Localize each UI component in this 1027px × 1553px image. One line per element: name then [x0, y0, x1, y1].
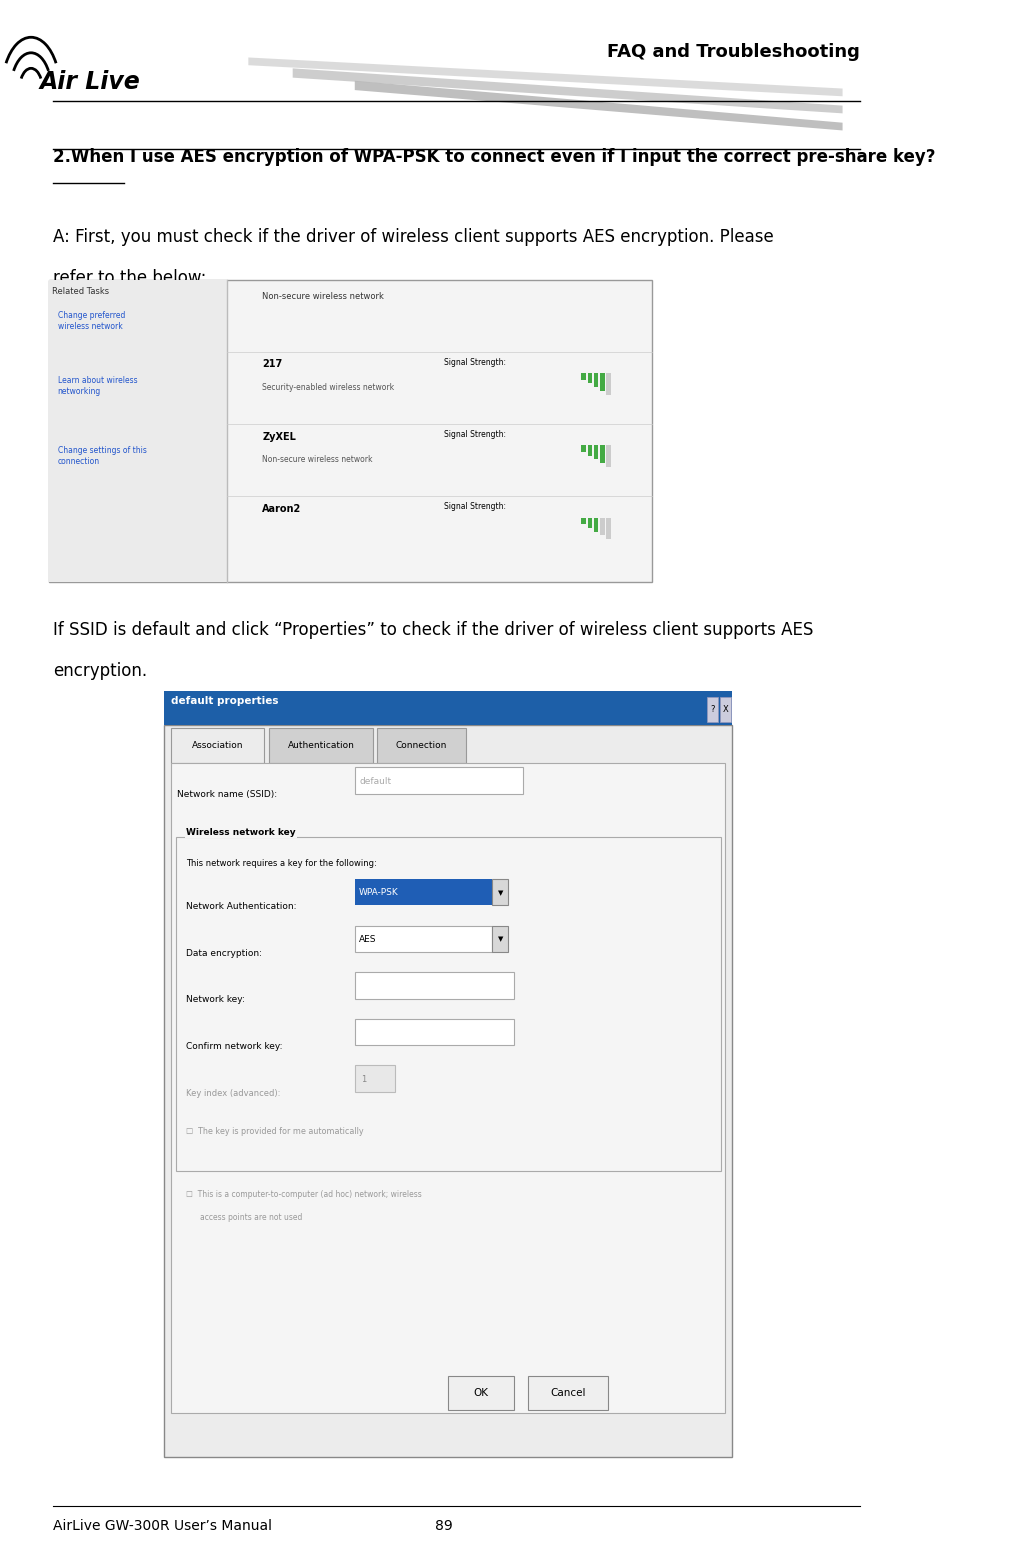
Text: Connection: Connection [395, 741, 447, 750]
Text: 89: 89 [434, 1519, 452, 1533]
Bar [600, 373, 605, 391]
Text: Wireless network key: Wireless network key [186, 828, 296, 837]
FancyBboxPatch shape [48, 280, 652, 582]
Text: refer to the below:: refer to the below: [53, 269, 206, 287]
Bar [606, 446, 611, 467]
Polygon shape [293, 68, 842, 113]
Text: Authentication: Authentication [288, 741, 354, 750]
Text: encryption.: encryption. [53, 662, 147, 680]
Polygon shape [354, 81, 842, 130]
Bar [176, 837, 721, 1171]
Bar [587, 446, 593, 455]
Bar [720, 697, 731, 722]
Bar [606, 373, 611, 394]
Text: FAQ and Troubleshooting: FAQ and Troubleshooting [607, 43, 861, 62]
Text: Network key:: Network key: [186, 995, 245, 1005]
Bar [172, 728, 264, 763]
Bar [587, 517, 593, 528]
Bar [528, 1376, 608, 1410]
Text: Cancel: Cancel [549, 1388, 585, 1398]
Text: ☐  This is a computer-to-computer (ad hoc) network; wireless: ☐ This is a computer-to-computer (ad hoc… [186, 1190, 422, 1199]
Text: Key index (advanced):: Key index (advanced): [186, 1089, 280, 1098]
Text: Change preferred
wireless network: Change preferred wireless network [58, 311, 125, 331]
Text: Confirm network key:: Confirm network key: [186, 1042, 282, 1051]
Text: 1: 1 [360, 1075, 367, 1084]
Bar [581, 517, 585, 523]
Bar [164, 691, 731, 725]
Text: Learn about wireless
networking: Learn about wireless networking [58, 376, 138, 396]
Text: Network name (SSID):: Network name (SSID): [178, 790, 277, 800]
Text: Related Tasks: Related Tasks [52, 287, 110, 297]
Bar [492, 926, 508, 952]
Text: If SSID is default and click “Properties” to check if the driver of wireless cli: If SSID is default and click “Properties… [53, 621, 813, 640]
Text: 2.When I use AES encryption of WPA-PSK to connect even if I input the correct pr: 2.When I use AES encryption of WPA-PSK t… [53, 148, 942, 166]
Text: ▼: ▼ [497, 890, 503, 896]
Text: Aaron2: Aaron2 [262, 503, 301, 514]
Text: ▼: ▼ [497, 936, 503, 943]
Text: Air Live: Air Live [40, 70, 141, 93]
Polygon shape [249, 57, 842, 96]
FancyBboxPatch shape [48, 280, 227, 582]
Text: X: X [723, 705, 728, 714]
Text: Non-secure wireless network: Non-secure wireless network [262, 292, 384, 301]
Text: OK: OK [473, 1388, 489, 1398]
Bar [377, 728, 465, 763]
Text: This network requires a key for the following:: This network requires a key for the foll… [186, 859, 377, 868]
Text: Signal Strength:: Signal Strength: [444, 357, 506, 367]
Bar [354, 1065, 394, 1092]
Text: Signal Strength:: Signal Strength: [444, 430, 506, 439]
Bar [354, 1019, 515, 1045]
Bar [594, 373, 599, 387]
Text: A: First, you must check if the driver of wireless client supports AES encryptio: A: First, you must check if the driver o… [53, 228, 774, 247]
Bar [606, 517, 611, 539]
Text: default properties: default properties [172, 696, 278, 705]
Bar [587, 373, 593, 384]
Text: Change settings of this
connection: Change settings of this connection [58, 446, 147, 466]
Text: AirLive GW-300R User’s Manual: AirLive GW-300R User’s Manual [53, 1519, 272, 1533]
Text: Security-enabled wireless network: Security-enabled wireless network [262, 382, 394, 391]
Bar [492, 879, 508, 905]
Text: Signal Strength:: Signal Strength: [444, 502, 506, 511]
Bar [594, 446, 599, 460]
Bar [354, 767, 524, 794]
Bar [354, 879, 492, 905]
Text: ☐  The key is provided for me automatically: ☐ The key is provided for me automatical… [186, 1127, 364, 1137]
Bar [581, 373, 585, 379]
Text: AES: AES [359, 935, 377, 944]
Bar [707, 697, 718, 722]
Text: access points are not used: access points are not used [199, 1213, 302, 1222]
Bar [172, 763, 725, 1413]
Bar [594, 517, 599, 531]
Text: Association: Association [192, 741, 243, 750]
Text: Network Authentication:: Network Authentication: [186, 902, 297, 912]
Bar [354, 926, 492, 952]
Text: 217: 217 [262, 359, 282, 370]
Bar [600, 446, 605, 463]
Bar [164, 725, 731, 1457]
Text: Data encryption:: Data encryption: [186, 949, 262, 958]
Text: ZyXEL: ZyXEL [262, 432, 296, 441]
Bar [448, 1376, 515, 1410]
Text: default: default [359, 776, 391, 786]
Bar [269, 728, 374, 763]
Bar [581, 446, 585, 452]
Text: ?: ? [710, 705, 715, 714]
Text: WPA-PSK: WPA-PSK [359, 888, 398, 898]
Bar [600, 517, 605, 536]
Bar [354, 972, 515, 999]
Text: Non-secure wireless network: Non-secure wireless network [262, 455, 373, 464]
